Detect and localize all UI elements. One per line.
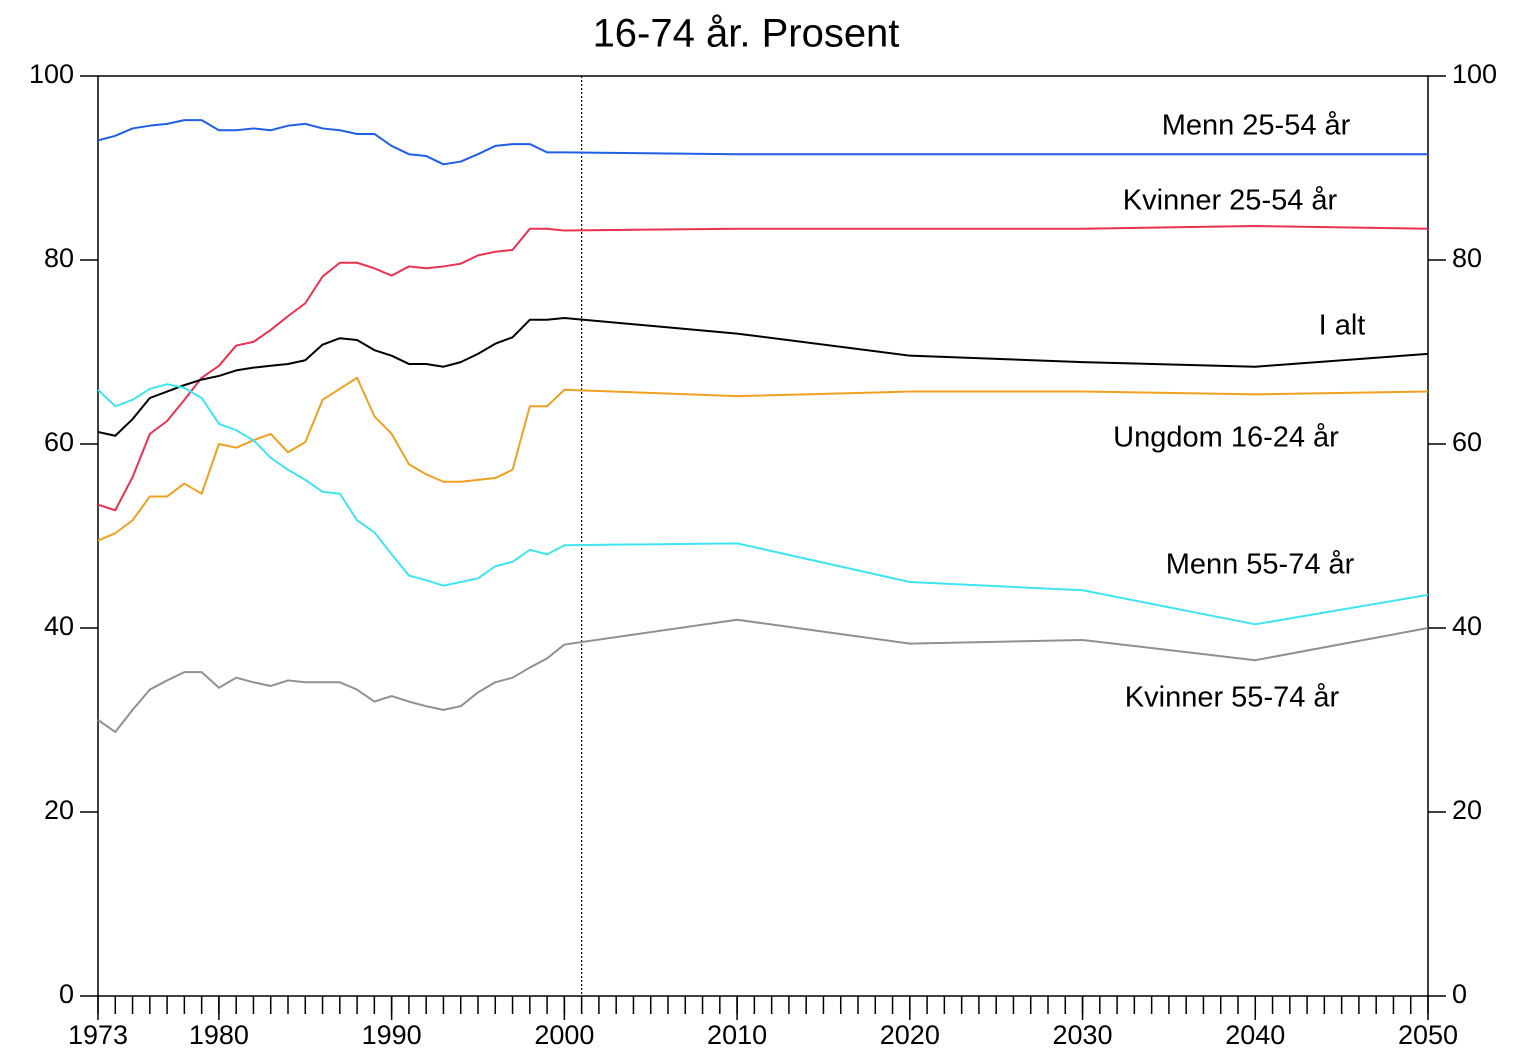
y-tick-label: 0 [59,979,74,1009]
series-line [97,224,1429,512]
x-tick-label: 2020 [880,1020,940,1050]
y2-tick-label: 60 [1452,427,1482,457]
x-tick-label: 2010 [707,1020,767,1050]
y2-tick-label: 20 [1452,795,1482,825]
y-tick-label: 60 [44,427,74,457]
y-tick-label: 100 [29,59,74,89]
series-line [97,316,1429,437]
chart-title: 16-74 år. Prosent [593,12,900,56]
series-line [97,119,1428,166]
series-line [97,618,1429,733]
x-tick-label: 2000 [534,1020,594,1050]
y-tick-label: 80 [44,243,74,273]
x-tick-label: 2040 [1225,1020,1285,1050]
series-label: Kvinner 25-54 år [1123,185,1338,217]
x-tick-label: 1973 [68,1020,128,1050]
series-label: Menn 25-54 år [1162,110,1351,142]
y2-tick-label: 100 [1452,59,1497,89]
y-tick-label: 40 [44,611,74,641]
series-line [97,383,1429,626]
plot-frame [97,75,1429,997]
y2-tick-label: 40 [1452,611,1482,641]
x-tick-label: 2030 [1053,1020,1113,1050]
series-label: I alt [1319,310,1366,342]
series-line [97,376,1429,542]
series-label: Ungdom 16-24 år [1113,422,1339,454]
series-label: Menn 55-74 år [1166,549,1355,581]
x-tick-label: 1980 [189,1020,249,1050]
y2-tick-label: 80 [1452,243,1482,273]
x-tick-label: 2050 [1398,1020,1458,1050]
y-tick-label: 20 [44,795,74,825]
x-tick-label: 1990 [362,1020,422,1050]
y2-tick-label: 0 [1452,979,1467,1009]
series-label: Kvinner 55-74 år [1125,682,1340,714]
